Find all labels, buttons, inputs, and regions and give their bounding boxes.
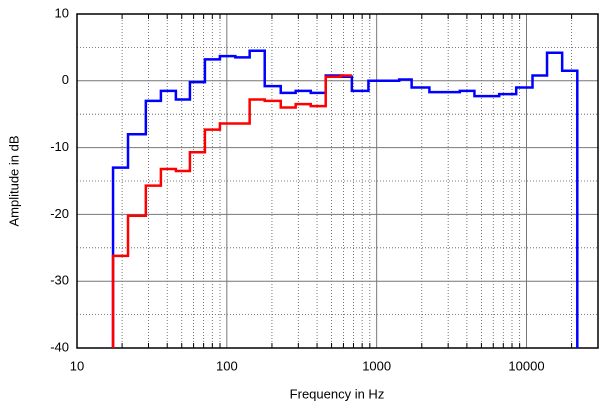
x-tick-label: 10 bbox=[70, 358, 84, 373]
x-axis-title: Frequency in Hz bbox=[290, 386, 385, 401]
y-tick-label: -40 bbox=[50, 339, 69, 354]
step-line bbox=[111, 74, 352, 348]
y-tick-label: 0 bbox=[62, 72, 69, 87]
x-tick-label: 10000 bbox=[508, 358, 544, 373]
y-tick-label: 10 bbox=[55, 5, 69, 20]
y-tick-label: -10 bbox=[50, 139, 69, 154]
y-tick-label: -30 bbox=[50, 273, 69, 288]
step-line bbox=[111, 49, 579, 348]
plot-frame bbox=[76, 13, 599, 349]
y-tick-label: -20 bbox=[50, 206, 69, 221]
y-axis-title: Amplitude in dB bbox=[6, 135, 21, 226]
x-tick-label: 100 bbox=[216, 358, 238, 373]
x-tick-label: 1000 bbox=[362, 358, 391, 373]
